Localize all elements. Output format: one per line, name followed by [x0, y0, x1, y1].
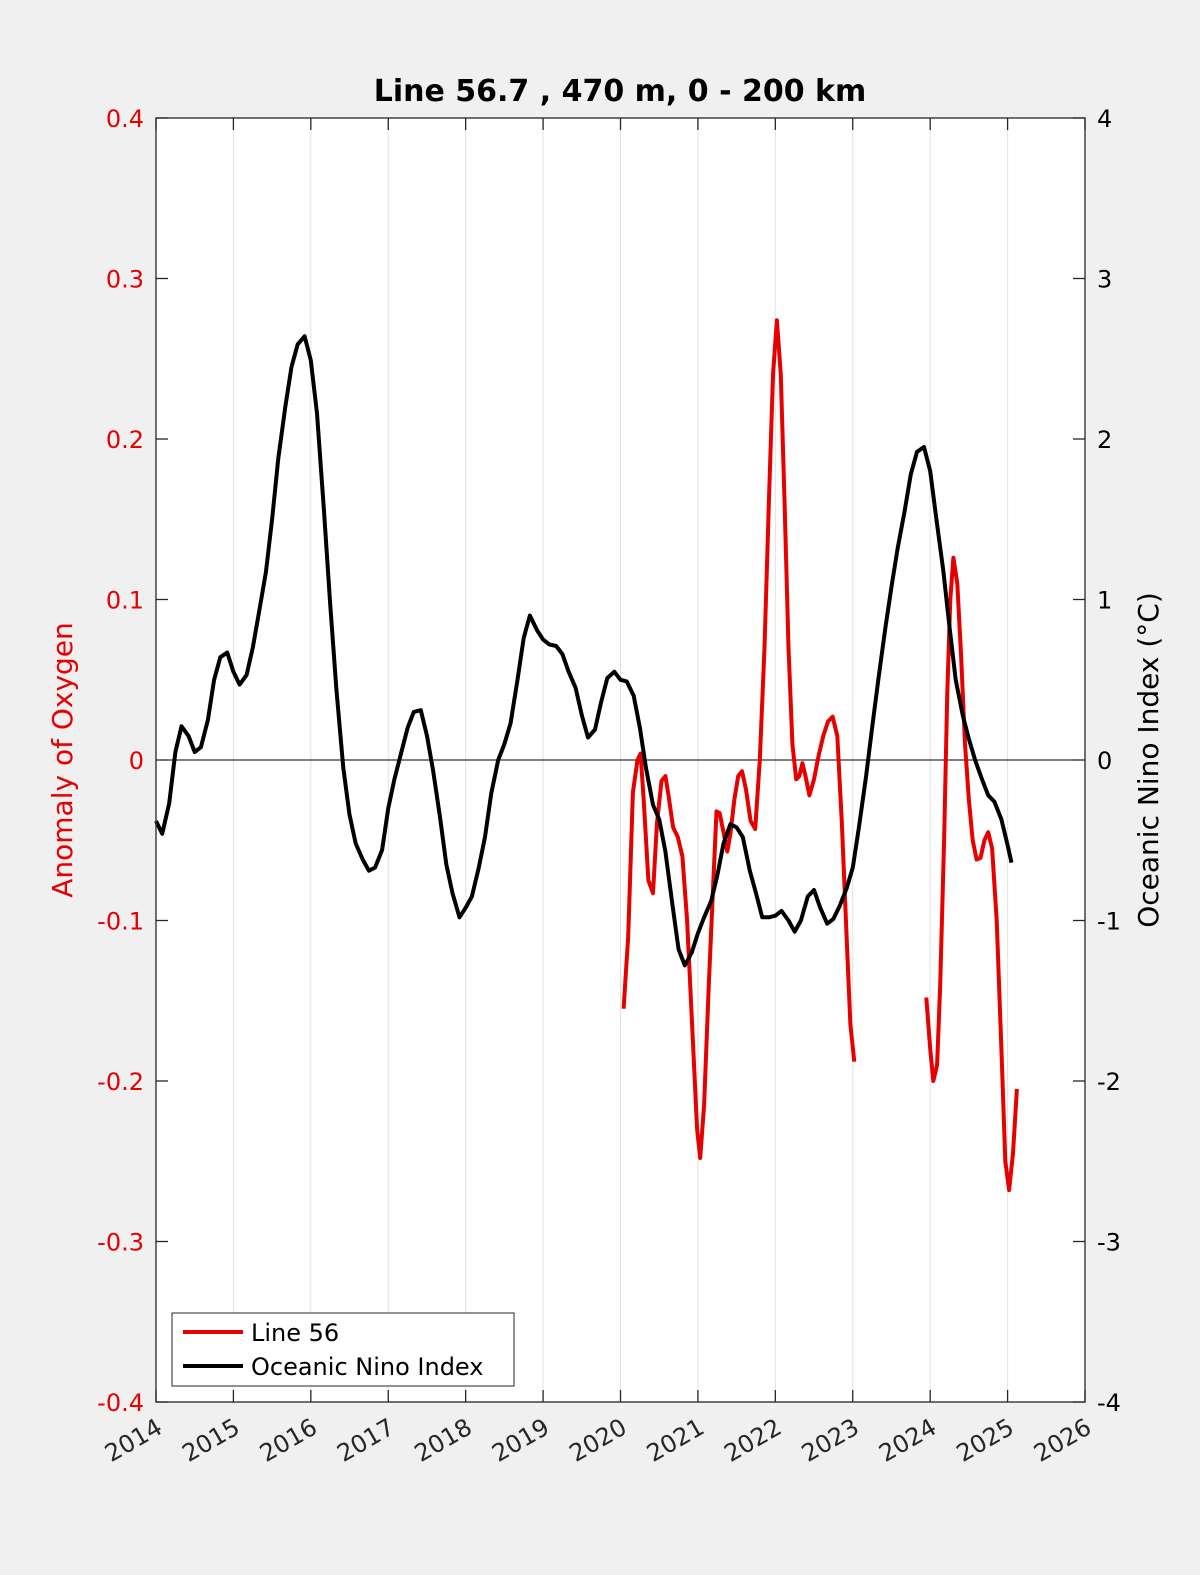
y-left-tick-label: -0.4: [97, 1389, 144, 1417]
y-left-tick-label: 0.3: [106, 266, 144, 294]
y-axis-right-label: Oceanic Nino Index (°C): [1132, 592, 1165, 928]
x-tick-label: 2019: [487, 1413, 554, 1468]
y-left-tick-label: -0.2: [97, 1068, 144, 1096]
line56-series-line: [924, 555, 1019, 1193]
x-tick-label: 2014: [100, 1413, 167, 1468]
line56-series-line: [621, 318, 857, 1160]
legend-box: [171, 1312, 515, 1387]
y-right-tick-label: 2: [1097, 426, 1112, 454]
y-left-tick-label: 0.1: [106, 587, 144, 615]
y-left-tick-label: -0.1: [97, 908, 144, 936]
y-right-tick-label: -1: [1097, 908, 1121, 936]
x-tick-label: 2018: [410, 1413, 477, 1468]
y-right-tick-label: 3: [1097, 266, 1112, 294]
x-tick-label: 2021: [642, 1413, 709, 1468]
series-group: [154, 318, 1019, 1193]
y-left-tick-label: 0: [129, 747, 144, 775]
y-right-tick-label: -4: [1097, 1389, 1121, 1417]
y-axis-left-label: Anomaly of Oxygen: [46, 622, 79, 898]
y-right-tick-label: 4: [1097, 105, 1112, 133]
x-tick-label: 2026: [1029, 1413, 1096, 1468]
x-tick-label: 2015: [178, 1413, 245, 1468]
y-right-tick-label: 1: [1097, 587, 1112, 615]
x-tick-label: 2023: [797, 1413, 864, 1468]
y-left-tick-label: 0.4: [106, 105, 144, 133]
y-left-tick-label: 0.2: [106, 426, 144, 454]
x-tick-label: 2024: [874, 1413, 941, 1468]
x-tick-label: 2025: [952, 1413, 1019, 1468]
legend-oni-label: Oceanic Nino Index: [251, 1353, 483, 1381]
y-right-tick-label: -2: [1097, 1068, 1121, 1096]
chart-title: Line 56.7 , 470 m, 0 - 200 km: [374, 74, 867, 109]
legend: Line 56 Oceanic Nino Index: [171, 1312, 515, 1387]
y-right-tick-label: -3: [1097, 1229, 1121, 1257]
legend-line56-label: Line 56: [251, 1319, 339, 1347]
x-tick-label: 2017: [332, 1413, 399, 1468]
x-tick-label: 2020: [565, 1413, 632, 1468]
y-left-tick-label: -0.3: [97, 1229, 144, 1257]
y-right-tick-label: 0: [1097, 747, 1112, 775]
x-tick-label: 2016: [255, 1413, 322, 1468]
oni-series-line: [154, 334, 1014, 968]
x-tick-label: 2022: [719, 1413, 786, 1468]
